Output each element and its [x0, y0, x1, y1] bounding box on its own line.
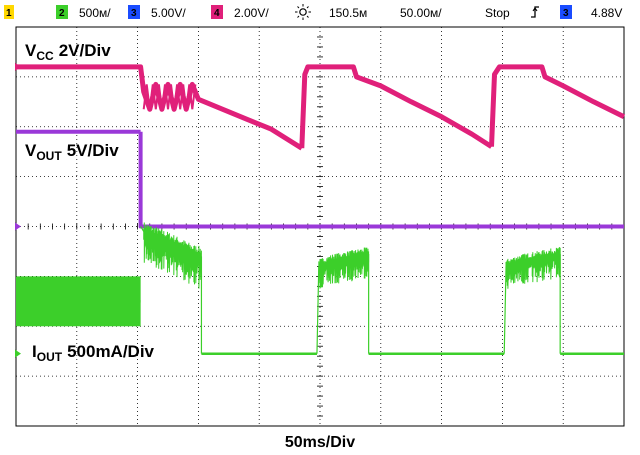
status-bar — [0, 0, 640, 26]
trace-vcc-ringing — [142, 84, 197, 110]
plot-area — [15, 26, 626, 427]
timebase-label: 50ms/Div — [285, 434, 355, 451]
ground-marker-vout — [15, 222, 21, 231]
trigger-channel-badge[interactable] — [560, 5, 572, 19]
iout-label-sub: OUT — [37, 350, 63, 364]
run-state[interactable]: Stop — [485, 6, 510, 20]
ch2-badge-label: 2 — [59, 8, 65, 19]
trace-vcc-line — [489, 64, 626, 147]
vout-label-main: V — [25, 141, 37, 160]
vcc-ringing-path — [142, 84, 197, 110]
trace-iout-ripple — [505, 247, 561, 289]
ch1-badge[interactable] — [4, 5, 14, 19]
ch3-badge[interactable] — [128, 5, 140, 19]
ch4-scale[interactable]: 2.00V/ — [234, 6, 269, 20]
ground-marker-iout — [15, 349, 21, 358]
sun-trigger-icon[interactable] — [295, 4, 311, 20]
rising-edge-icon[interactable] — [531, 6, 539, 18]
trace-iout — [16, 222, 624, 355]
iout-label: IOUT 500mA/Div — [32, 342, 155, 364]
vcc-label-scale: 2V/Div — [59, 41, 112, 60]
trace-iout-edge — [140, 226, 145, 232]
trace-iout-ripple — [318, 247, 370, 289]
ch3-scale[interactable]: 5.00V/ — [151, 6, 186, 20]
ch1-badge-label: 1 — [6, 8, 12, 19]
trace-vout-line — [138, 131, 624, 229]
ch4-badge[interactable] — [211, 5, 223, 19]
vcc-label-main: V — [25, 41, 37, 60]
trace-vcc — [16, 64, 626, 151]
trace-iout-edge — [503, 266, 507, 354]
vout-label-sub: OUT — [36, 149, 62, 163]
vcc-label-sub: CC — [36, 49, 54, 63]
vout-label-scale: 5V/Div — [67, 141, 120, 160]
trace-iout-edge — [316, 266, 320, 354]
ground-markers — [15, 62, 21, 358]
ch3-badge-label: 3 — [131, 8, 137, 19]
ground-marker-vcc — [15, 62, 21, 71]
ch4-badge-label: 4 — [214, 8, 220, 19]
iout-label-scale: 500mA/Div — [67, 342, 154, 361]
trace-vcc-line — [299, 64, 493, 149]
ch2-scale[interactable]: 500ᴍ/ — [79, 6, 111, 20]
trigger-level[interactable]: 4.88V — [591, 6, 622, 20]
vout-label: VOUT 5V/Div — [25, 141, 119, 163]
vcc-label: VCC 2V/Div — [25, 41, 111, 63]
time-scale[interactable]: 50.00ᴍ/ — [400, 6, 442, 20]
ch2-badge[interactable] — [56, 5, 68, 19]
time-offset[interactable]: 150.5ᴍ — [329, 6, 367, 20]
trace-vout — [16, 129, 624, 229]
traces — [16, 64, 626, 355]
trace-iout-ripple — [143, 222, 202, 289]
trigger-channel-label: 3 — [563, 8, 569, 19]
trace-vcc-line — [16, 64, 304, 151]
iout-label-main: I — [32, 342, 37, 361]
